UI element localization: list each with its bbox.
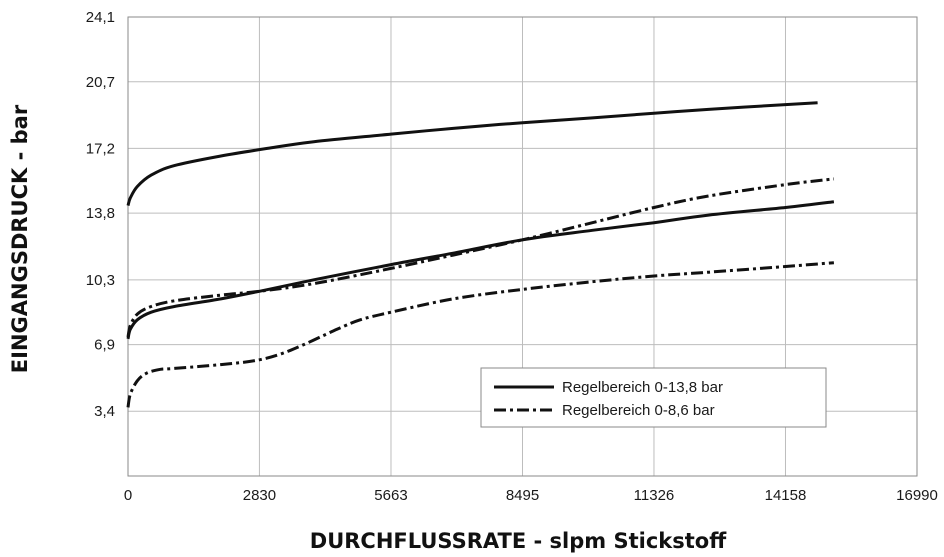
series-line-0	[126, 101, 818, 207]
legend-box	[480, 367, 827, 428]
legend: Regelbereich 0-13,8 bar Regelbereich 0-8…	[480, 367, 827, 428]
y-tick-label: 24,1	[86, 9, 115, 26]
series-lines	[126, 101, 835, 408]
x-tick-label: 11326	[634, 487, 675, 504]
legend-label-1: Regelbereich 0-8,6 bar	[562, 402, 715, 419]
y-tick-label: 20,7	[86, 74, 115, 91]
y-axis-title: EINGANGSDRUCK - bar	[8, 104, 32, 373]
y-axis-ticks: 3,4 6,9 10,3 13,8 17,2 20,7 24,1	[86, 9, 115, 420]
x-tick-label: 0	[124, 487, 132, 504]
x-axis-ticks: 0 2830 5663 8495 11326 14158 16990	[124, 487, 938, 504]
y-tick-label: 17,2	[86, 140, 115, 157]
legend-label-0: Regelbereich 0-13,8 bar	[562, 379, 723, 396]
series-line-1	[126, 200, 835, 340]
x-axis-title: DURCHFLUSSRATE - slpm Stickstoff	[310, 529, 727, 553]
series-line-2	[126, 177, 835, 338]
y-tick-label: 10,3	[86, 272, 115, 289]
series-line-3	[126, 261, 835, 408]
x-tick-label: 8495	[506, 487, 539, 504]
x-tick-label: 14158	[765, 487, 807, 504]
x-tick-label: 16990	[896, 487, 938, 504]
y-tick-label: 13,8	[86, 205, 115, 222]
y-tick-label: 3,4	[94, 403, 115, 420]
x-tick-label: 5663	[374, 487, 407, 504]
x-tick-label: 2830	[243, 487, 276, 504]
y-tick-label: 6,9	[94, 337, 115, 354]
plot-frame	[127, 16, 918, 477]
